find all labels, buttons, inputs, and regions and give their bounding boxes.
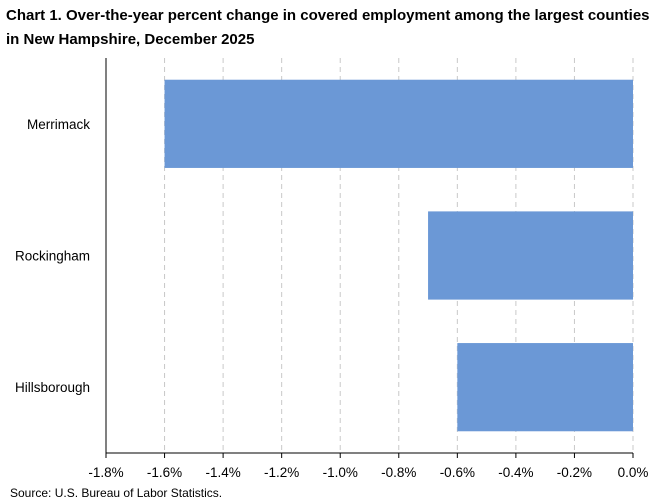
x-tick-label: -0.4% bbox=[498, 465, 533, 480]
bar-hillsborough bbox=[457, 343, 633, 432]
x-tick-label: -1.2% bbox=[264, 465, 299, 480]
category-label: Rockingham bbox=[15, 249, 90, 264]
x-tick-label: -1.8% bbox=[88, 465, 123, 480]
x-axis-tick-labels: -1.8% -1.6% -1.4% -1.2% -1.0% -0.8% -0.6% -0.4%… bbox=[88, 465, 648, 480]
x-tick-label: -0.6% bbox=[440, 465, 475, 480]
category-labels: Merrimack Rockingham Hillsborough bbox=[15, 117, 90, 395]
category-label: Merrimack bbox=[27, 117, 90, 132]
x-tick-label: 0.0% bbox=[618, 465, 649, 480]
x-tick-label: -0.8% bbox=[381, 465, 416, 480]
chart-title: Chart 1. Over-the-year percent change in… bbox=[6, 7, 650, 48]
source-note: Source: U.S. Bureau of Labor Statistics. bbox=[10, 486, 223, 500]
x-tick-label: -1.4% bbox=[205, 465, 240, 480]
x-tick-label: -0.2% bbox=[557, 465, 592, 480]
x-tick-label: -1.0% bbox=[323, 465, 358, 480]
x-tick-label: -1.6% bbox=[147, 465, 182, 480]
category-label: Hillsborough bbox=[15, 380, 90, 395]
bar-merrimack bbox=[164, 79, 634, 168]
axes bbox=[105, 58, 634, 458]
bars bbox=[164, 79, 634, 432]
bar-rockingham bbox=[428, 211, 633, 300]
